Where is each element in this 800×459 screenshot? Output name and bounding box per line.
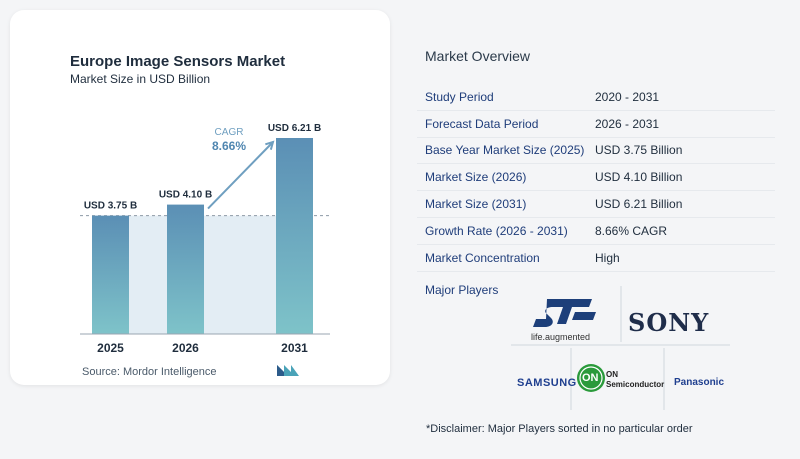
overview-row-label: Study Period [425,89,494,104]
chart-title: Europe Image Sensors Market [70,53,286,70]
st-logo-icon [533,299,596,327]
value-label: USD 4.10 B [159,190,212,201]
st-caption: life.augmented [531,332,591,342]
overview-row: Forecast Data Period 2026 - 2031 [417,111,775,138]
overview-row-value: USD 4.10 Billion [595,170,683,185]
overview-row-label: Market Size (2031) [425,197,527,212]
cagr-label: CAGR [215,127,244,138]
overview-row: Growth Rate (2026 - 2031) 8.66% CAGR [417,218,775,245]
overview-row: Market Concentration High [417,245,775,272]
bar-2025 [92,215,129,334]
category-label: 2025 [97,341,124,355]
cagr-arrow [207,141,274,210]
value-label: USD 3.75 B [84,201,137,212]
overview-row-label: Forecast Data Period [425,116,539,131]
samsung-logo: SAMSUNG [517,377,577,389]
chart-subtitle: Market Size in USD Billion [70,72,211,86]
on-semiconductor-logo: ON Semiconductor [606,370,664,390]
overview-row-value: 8.66% CAGR [595,223,668,238]
overview-row-value: USD 3.75 Billion [595,143,683,158]
on-logo-mark: ON [582,372,599,384]
source-text: Source: Mordor Intelligence [82,366,217,378]
value-label: USD 6.21 B [268,123,321,134]
overview-row-value: 2026 - 2031 [595,116,660,131]
on-line-2: Semiconductor [606,380,665,389]
sony-logo: SONY [628,308,710,337]
overview-row-label: Market Concentration [425,250,540,265]
overview-title: Market Overview [425,48,531,64]
overview-row: Market Size (2026) USD 4.10 Billion [417,164,775,192]
category-label: 2026 [172,341,199,355]
overview-row-label: Base Year Market Size (2025) [425,143,585,158]
players-title: Major Players [425,283,499,297]
mordor-logo-icon [277,365,299,376]
on-line-1: ON [606,370,618,379]
bar-2026 [167,204,204,334]
cagr-value: 8.66% [212,139,246,153]
cagr-arrow-head [265,140,275,150]
overview-row-value: USD 6.21 Billion [595,197,683,212]
overview-row-label: Growth Rate (2026 - 2031) [425,223,568,238]
disclaimer: *Disclaimer: Major Players sorted in no … [426,423,693,435]
overview-row-value: High [595,250,620,265]
bar-2031 [276,138,313,334]
overview-table: Study Period 2020 - 2031 Forecast Data Per… [417,84,775,272]
overview-row-label: Market Size (2026) [425,170,527,185]
category-label: 2031 [281,341,308,355]
overview-row: Base Year Market Size (2025) USD 3.75 Bil… [417,138,775,165]
overview-row-value: 2020 - 2031 [595,89,660,104]
overview-row: Market Size (2031) USD 6.21 Billion [417,191,775,218]
on-semiconductor-icon [577,364,605,392]
overview-row: Study Period 2020 - 2031 [417,84,775,111]
panasonic-logo: Panasonic [674,377,725,388]
